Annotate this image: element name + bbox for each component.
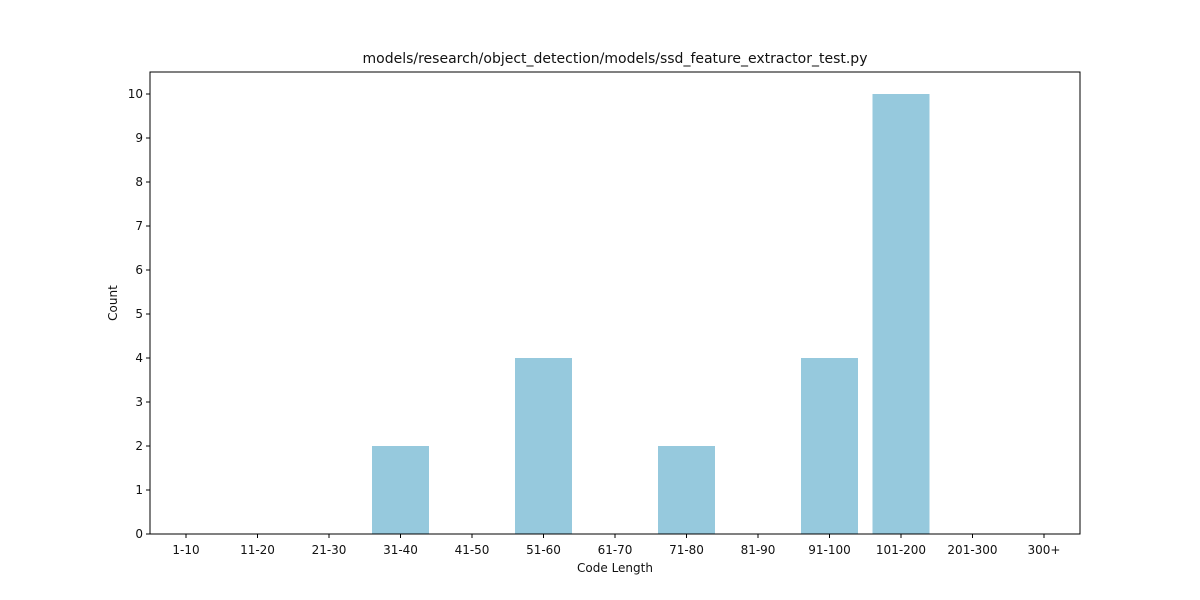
- y-axis: 0 1 2 3 4 5 6 7 8 9 10: [128, 87, 150, 541]
- y-tick-label: 2: [135, 439, 143, 453]
- bar-31-40: [372, 446, 429, 534]
- x-axis-label: Code Length: [577, 561, 653, 575]
- x-tick-label: 81-90: [741, 543, 776, 557]
- x-tick-label: 201-300: [947, 543, 997, 557]
- y-tick-label: 8: [135, 175, 143, 189]
- y-tick-label: 5: [135, 307, 143, 321]
- x-tick-label: 101-200: [876, 543, 926, 557]
- x-tick-label: 21-30: [312, 543, 347, 557]
- chart-title: models/research/object_detection/models/…: [363, 51, 868, 67]
- bar-51-60: [515, 358, 572, 534]
- x-tick-label: 1-10: [172, 543, 199, 557]
- x-tick-label: 61-70: [598, 543, 633, 557]
- x-tick-label: 41-50: [455, 543, 490, 557]
- y-axis-label: Count: [106, 285, 120, 321]
- x-tick-label: 300+: [1028, 543, 1061, 557]
- y-tick-label: 1: [135, 483, 143, 497]
- y-tick-label: 4: [135, 351, 143, 365]
- bar-101-200: [872, 94, 930, 534]
- x-tick-label: 91-100: [808, 543, 851, 557]
- x-axis: 1-10 11-20 21-30 31-40 41-50 51-60 61-70 71-80 8…: [172, 534, 1060, 557]
- y-tick-label: 7: [135, 219, 143, 233]
- plot-frame: [149, 71, 1081, 535]
- y-tick-label: 0: [135, 527, 143, 541]
- bars-layer: [372, 94, 930, 534]
- x-tick-label: 71-80: [669, 543, 704, 557]
- x-tick-label: 31-40: [383, 543, 418, 557]
- bar-71-80: [658, 446, 715, 534]
- x-tick-label: 11-20: [240, 543, 275, 557]
- y-tick-label: 3: [135, 395, 143, 409]
- x-tick-label: 51-60: [526, 543, 561, 557]
- bar-91-100: [801, 358, 858, 534]
- y-tick-label: 10: [128, 87, 143, 101]
- y-tick-label: 9: [135, 131, 143, 145]
- y-tick-label: 6: [135, 263, 143, 277]
